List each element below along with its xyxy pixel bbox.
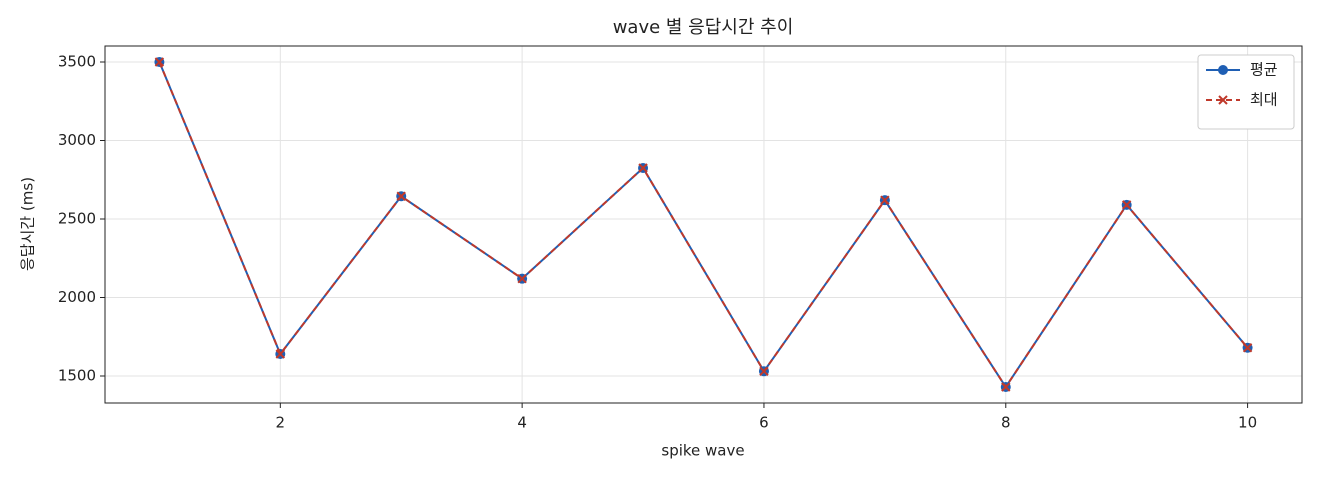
legend-marker	[1218, 95, 1228, 105]
point	[154, 57, 165, 67]
line	[158, 61, 1249, 389]
x-tick-label: 10	[1238, 414, 1257, 432]
line	[158, 61, 1249, 389]
point	[275, 349, 286, 359]
point	[1001, 382, 1011, 392]
y-tick-label: 1500	[58, 366, 96, 384]
chart-title: wave 별 응답시간 추이	[613, 17, 794, 38]
x-tick-label: 8	[1001, 414, 1011, 432]
point	[517, 273, 527, 284]
point	[1121, 200, 1132, 210]
point	[880, 195, 890, 205]
point	[638, 163, 648, 173]
point	[1242, 343, 1253, 353]
y-tick-label: 3500	[58, 53, 96, 71]
y-tick-label: 3000	[58, 131, 96, 149]
point	[396, 191, 406, 201]
y-tick-label: 2500	[58, 210, 96, 228]
legend-label: 최대	[1250, 91, 1278, 109]
legend-marker	[1218, 65, 1228, 75]
plot-frame	[104, 45, 1303, 404]
x-axis-label: spike wave	[661, 442, 744, 460]
y-axis-label: 응답시간 (ms)	[19, 177, 37, 271]
x-tick-label: 6	[759, 414, 769, 432]
legend-box	[1197, 54, 1295, 130]
legend-label: 평균	[1250, 61, 1278, 79]
y-tick-label: 2000	[58, 288, 96, 306]
point	[759, 366, 769, 376]
x-tick-label: 2	[276, 414, 286, 432]
x-tick-label: 4	[517, 414, 527, 432]
